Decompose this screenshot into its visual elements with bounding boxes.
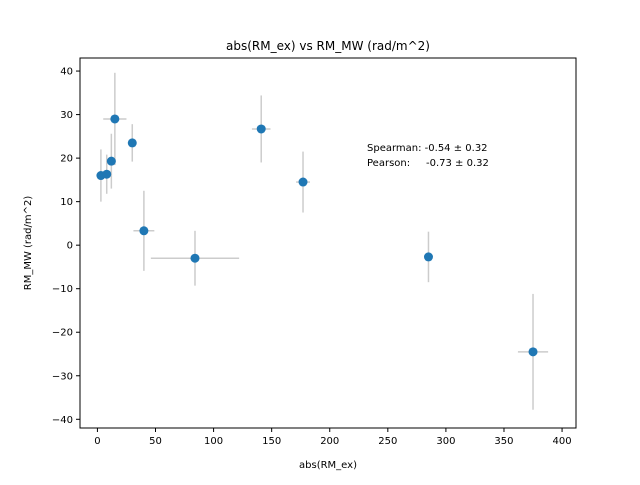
y-tick-label: 0 — [67, 241, 73, 252]
x-tick-label: 0 — [94, 436, 100, 447]
point-layer — [96, 114, 538, 357]
x-tick-label: 50 — [149, 436, 162, 447]
data-point — [110, 114, 120, 124]
data-point — [106, 156, 116, 166]
x-tick-label: 150 — [262, 436, 281, 447]
x-tick-label: 100 — [204, 436, 223, 447]
data-point — [102, 169, 112, 179]
data-point — [256, 124, 266, 134]
data-point — [190, 253, 200, 263]
y-tick-label: 20 — [60, 154, 73, 165]
data-point — [528, 347, 538, 357]
data-point — [423, 252, 433, 262]
y-tick-label: 40 — [60, 67, 73, 78]
x-tick-label: 350 — [494, 436, 513, 447]
y-axis-ticks: −40 −30 −20 −10 0 10 20 30 40 — [52, 67, 80, 426]
x-axis-ticks: 0 50 100 150 200 250 300 350 400 — [94, 428, 572, 447]
x-axis-label: abs(RM_ex) — [299, 460, 357, 471]
data-point — [127, 138, 137, 148]
y-tick-label: 30 — [60, 110, 73, 121]
x-tick-label: 300 — [436, 436, 455, 447]
x-tick-label: 200 — [320, 436, 339, 447]
data-point — [139, 226, 149, 236]
x-tick-label: 250 — [378, 436, 397, 447]
pearson-annotation: Pearson: -0.73 ± 0.32 — [367, 158, 489, 169]
x-tick-label: 400 — [553, 436, 572, 447]
y-tick-label: −20 — [52, 328, 73, 339]
y-tick-label: −30 — [52, 371, 73, 382]
y-axis-label: RM_MW (rad/m^2) — [23, 196, 34, 291]
y-tick-label: −10 — [52, 284, 73, 295]
y-tick-label: 10 — [60, 197, 73, 208]
plot-frame — [79, 57, 577, 429]
spearman-annotation: Spearman: -0.54 ± 0.32 — [367, 143, 488, 154]
data-point — [298, 177, 308, 187]
chart-title: abs(RM_ex) vs RM_MW (rad/m^2) — [226, 39, 430, 53]
y-tick-label: −40 — [52, 415, 73, 426]
